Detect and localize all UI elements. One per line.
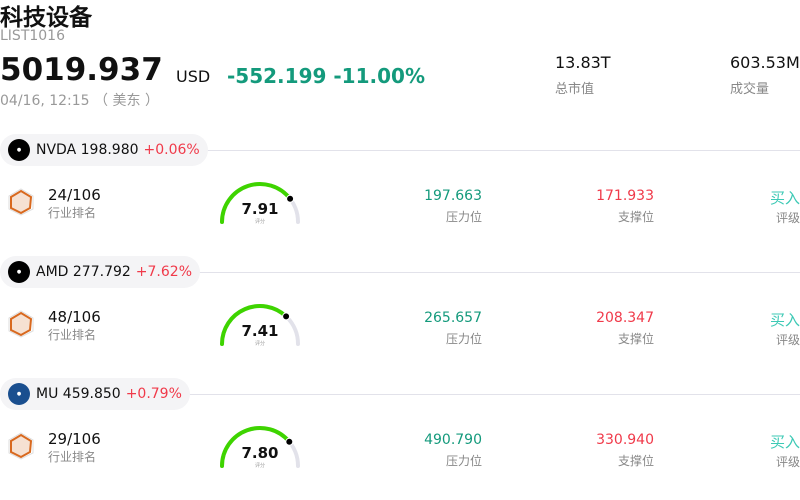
- industry-rank-label: 行业排名: [48, 328, 97, 342]
- rating-value[interactable]: 买入: [769, 311, 800, 329]
- stock-chip[interactable]: ● AMD 277.792 +7.62%: [0, 256, 201, 288]
- ticker: MU: [36, 386, 59, 402]
- support-value: 330.940: [596, 432, 654, 448]
- ticker: NVDA: [36, 142, 77, 158]
- rating-label: 评级: [775, 211, 800, 225]
- rating-value[interactable]: 买入: [769, 189, 800, 207]
- score-label: 评分: [254, 463, 265, 469]
- resistance-label: 压力位: [445, 332, 482, 346]
- gauge-fill: [220, 181, 293, 224]
- industry-rank: 24/106: [48, 186, 101, 204]
- score-gauge: [220, 181, 300, 224]
- score-value: 7.80: [241, 444, 279, 462]
- company-logo-icon: ●: [8, 261, 30, 283]
- score-label: 评分: [254, 219, 265, 225]
- rating-label: 评级: [775, 333, 800, 347]
- change-pct: -11.00%: [333, 64, 425, 88]
- divider: [0, 394, 800, 395]
- resistance-value: 490.790: [424, 432, 482, 448]
- industry-rank-label: 行业排名: [48, 206, 97, 220]
- support-label: 支撑位: [617, 332, 654, 346]
- gauge-fill: [220, 426, 292, 468]
- rating-label: 评级: [775, 455, 800, 469]
- support-value: 208.347: [596, 310, 654, 326]
- ticker: AMD: [36, 264, 69, 280]
- currency: USD: [176, 67, 211, 86]
- company-logo-icon: ●: [8, 383, 30, 405]
- company-logo-icon: ●: [8, 139, 30, 161]
- gauge-marker: [285, 437, 294, 446]
- stock-change: +7.62%: [135, 264, 193, 280]
- stock-item[interactable]: ● NVDA 198.980 +0.06% 24/106 行业排名 7.91 评分…: [0, 134, 800, 256]
- resistance-label: 压力位: [445, 454, 482, 468]
- industry-rank: 48/106: [48, 308, 101, 326]
- volume-value: 603.53M: [730, 53, 800, 72]
- score-value: 7.41: [241, 322, 279, 340]
- resistance-value: 197.663: [424, 188, 482, 204]
- divider: [0, 150, 800, 151]
- resistance-value: 265.657: [424, 310, 482, 326]
- stock-item[interactable]: ● MU 459.850 +0.79% 29/106 行业排名 7.80 评分 4…: [0, 378, 800, 500]
- rating-value[interactable]: 买入: [769, 433, 800, 451]
- resistance-label: 压力位: [445, 210, 482, 224]
- stock-chip[interactable]: ● NVDA 198.980 +0.06%: [0, 134, 208, 166]
- gauge-marker: [286, 194, 295, 203]
- index-price: 5019.937: [0, 52, 163, 88]
- industry-rank-label: 行业排名: [48, 450, 97, 464]
- volume-label: 成交量: [730, 82, 770, 97]
- score-gauge: [220, 426, 300, 468]
- industry-rank: 29/106: [48, 430, 101, 448]
- support-label: 支撑位: [617, 454, 654, 468]
- market-cap-label: 总市值: [555, 82, 595, 97]
- market-cap-value: 13.83T: [555, 53, 611, 72]
- score-value: 7.91: [241, 200, 279, 218]
- stock-price: 459.850: [62, 386, 121, 402]
- score-gauge: [220, 304, 300, 346]
- stock-item[interactable]: ● AMD 277.792 +7.62% 48/106 行业排名 7.41 评分 …: [0, 256, 800, 378]
- radar-icon: [8, 432, 34, 460]
- stock-price: 277.792: [72, 264, 131, 280]
- price-change: -552.199 -11.00%: [227, 64, 425, 88]
- timestamp: 04/16, 12:15 （ 美东 ）: [0, 93, 159, 109]
- radar-icon: [8, 310, 34, 338]
- stock-price: 198.980: [80, 142, 139, 158]
- stock-change: +0.06%: [143, 142, 200, 158]
- gauge-marker: [282, 312, 291, 321]
- change-value: -552.199: [227, 64, 327, 88]
- radar-icon: [8, 188, 34, 216]
- divider: [0, 272, 800, 273]
- gauge-fill: [220, 304, 289, 346]
- list-code: LIST1016: [0, 28, 65, 44]
- stock-chip[interactable]: ● MU 459.850 +0.79%: [0, 378, 190, 410]
- support-label: 支撑位: [617, 210, 654, 224]
- page-title: 科技设备: [0, 5, 92, 31]
- support-value: 171.933: [596, 188, 654, 204]
- stock-change: +0.79%: [125, 386, 182, 402]
- score-label: 评分: [254, 341, 265, 347]
